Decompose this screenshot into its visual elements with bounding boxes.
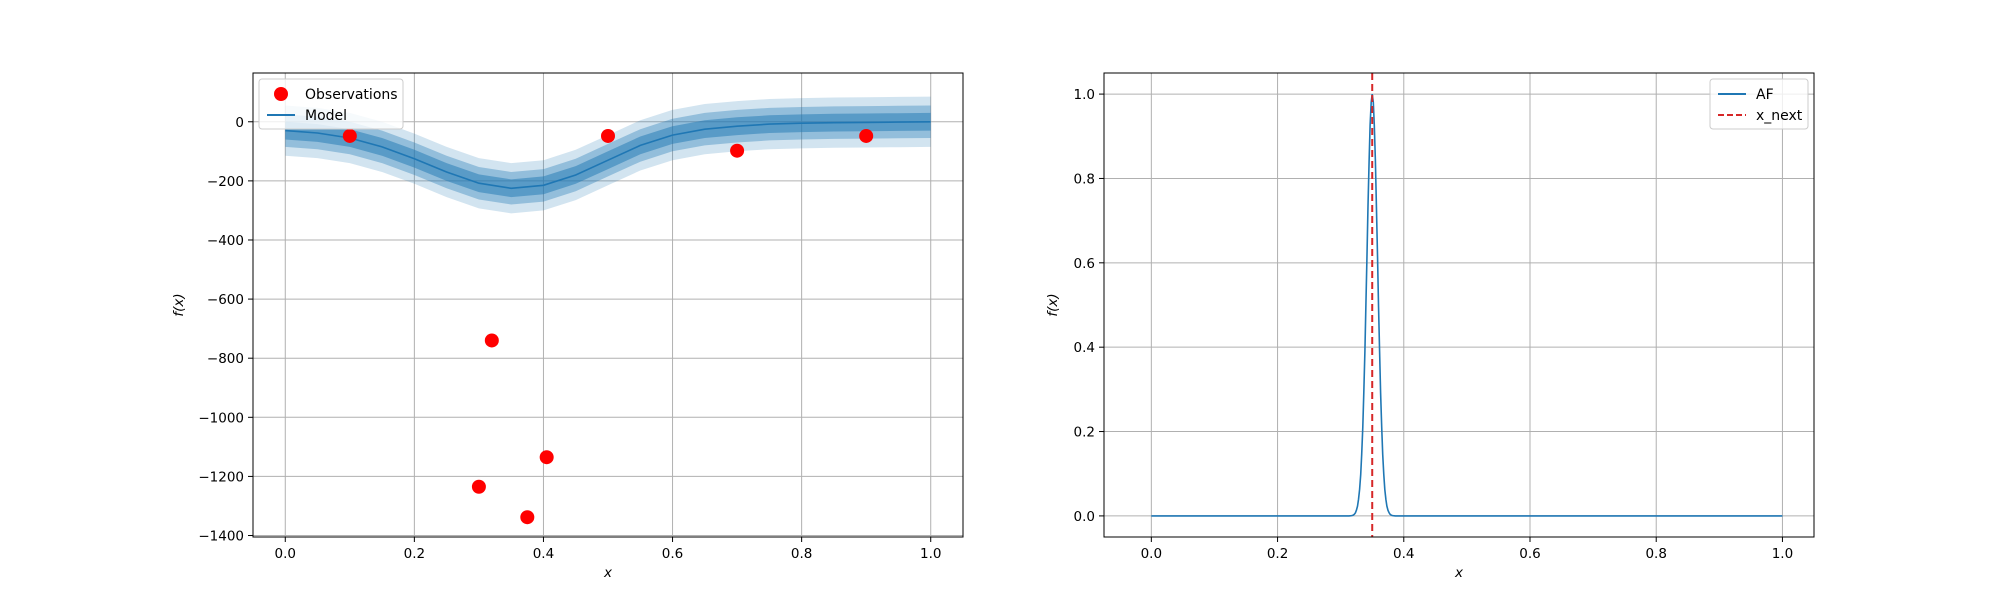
observation-point <box>471 479 486 494</box>
x-tick-label: 0.6 <box>1519 546 1540 562</box>
x-tick-label: 1.0 <box>1772 546 1793 562</box>
plot-area <box>1151 73 1783 537</box>
observation-point <box>342 128 357 143</box>
x-tick-label: 0.6 <box>662 546 683 562</box>
x-tick-label: 0.8 <box>791 546 812 562</box>
observation-point <box>539 450 554 465</box>
y-tick-label: −1200 <box>198 469 244 485</box>
y-tick-label: 0.0 <box>1074 509 1095 525</box>
y-tick-label: −600 <box>207 292 244 308</box>
y-tick-label: −800 <box>207 351 244 367</box>
plot-area <box>285 96 931 525</box>
observation-point <box>601 128 615 143</box>
y-tick-label: −1000 <box>198 410 244 426</box>
observation-point <box>520 510 535 525</box>
acquisition-panel: 0.0 0.2 0.4 0.6 0.8 1.0 0.0 0.2 0.4 0.6 0.8 1.0 x f(x… <box>1045 72 1815 581</box>
axes-frame <box>252 72 964 538</box>
y-axis-label: f(x) <box>1045 293 1061 316</box>
x-tick-label: 1.0 <box>920 546 941 562</box>
x-axis-label: x <box>1454 565 1464 581</box>
y-tick-label: 0.2 <box>1074 425 1095 441</box>
y-tick-label: 0 <box>235 115 244 131</box>
observation-point <box>859 128 874 143</box>
legend-label: AF <box>1756 87 1774 103</box>
legend-label: Observations <box>305 87 398 103</box>
x-tick-label: 0.4 <box>1393 546 1414 562</box>
model-confidence-band <box>285 112 931 198</box>
y-tick-label: 0.8 <box>1074 171 1095 187</box>
grid <box>1104 73 1814 537</box>
legend-box <box>1709 78 1809 130</box>
legend: AF x_next <box>1709 78 1809 130</box>
x-tick-label: 0.4 <box>533 546 554 562</box>
legend-label: x_next <box>1756 108 1803 124</box>
x-tick-label: 0.2 <box>404 546 425 562</box>
observation-point <box>484 333 499 348</box>
y-axis-label: f(x) <box>171 293 187 316</box>
af-line <box>1151 93 1783 517</box>
axes-frame <box>1103 72 1815 538</box>
legend-label: Model <box>305 108 347 124</box>
legend: Observations Model <box>258 78 404 130</box>
x-tick-label: 0.0 <box>1141 546 1162 562</box>
model-panel: 0.0 0.2 0.4 0.6 0.8 1.0 −1400 −1200 −1000 −800 −60… <box>171 72 964 581</box>
model-mean-line <box>285 121 931 190</box>
y-tick-label: 0.6 <box>1074 256 1095 272</box>
x-tick-label: 0.8 <box>1645 546 1666 562</box>
x-tick-label: 0.0 <box>275 546 296 562</box>
y-tick-label: 1.0 <box>1074 87 1095 103</box>
legend-marker-observations <box>274 87 288 101</box>
x-axis-label: x <box>603 565 613 581</box>
x-tick-label: 0.2 <box>1267 546 1288 562</box>
y-tick-label: −400 <box>207 233 244 249</box>
y-tick-label: −1400 <box>198 529 244 545</box>
observation-point <box>730 143 745 158</box>
y-tick-label: 0.4 <box>1074 340 1095 356</box>
legend-box <box>258 78 404 130</box>
y-tick-label: −200 <box>207 174 244 190</box>
